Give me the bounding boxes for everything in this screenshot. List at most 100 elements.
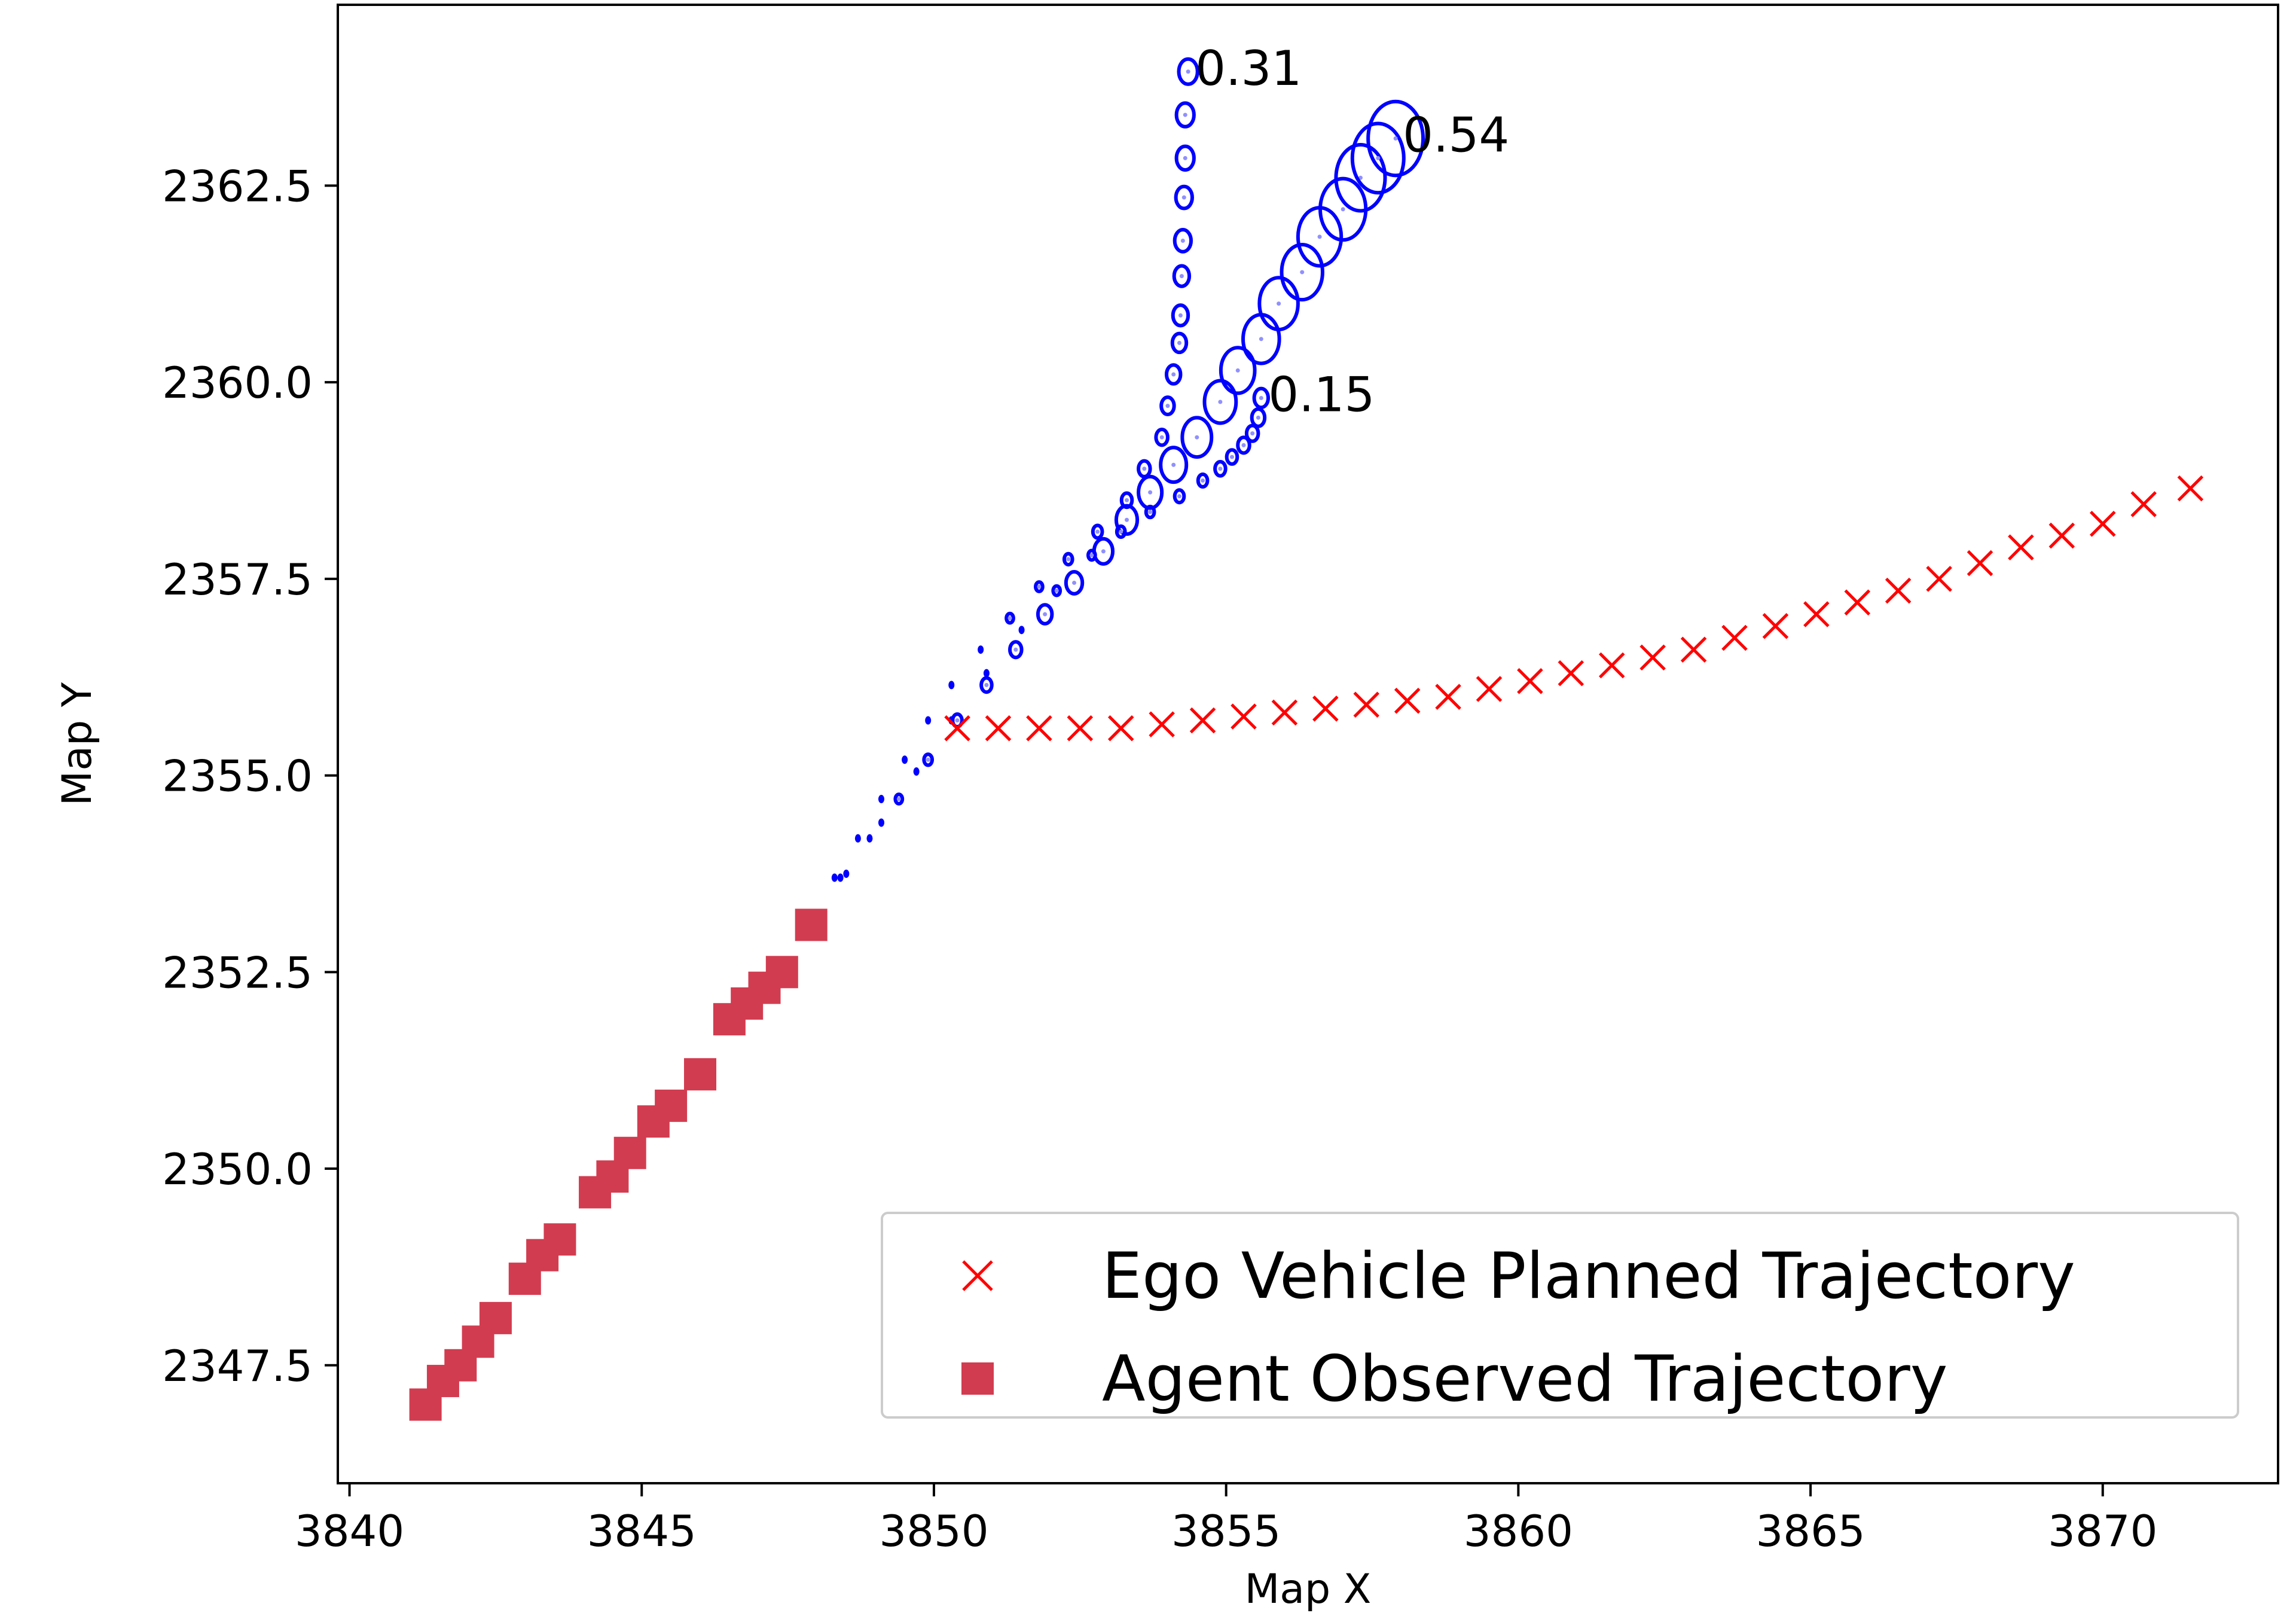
prediction-uncertainty-ellipse (1171, 303, 1190, 328)
prediction-point (878, 795, 884, 804)
prediction-uncertainty-ellipse (1225, 448, 1239, 466)
ego-planned-point (1394, 687, 1421, 714)
legend-marker-x-icon (962, 1260, 993, 1291)
prediction-uncertainty-ellipse (1236, 435, 1251, 455)
prediction-uncertainty-ellipse (1086, 548, 1097, 562)
prediction-uncertainty-ellipse (1180, 416, 1214, 459)
prediction-point (831, 873, 838, 882)
ego-planned-point (1517, 668, 1543, 694)
ego-planned-point (1067, 715, 1094, 742)
prediction-trajectory: 0.15 (808, 367, 1375, 925)
prediction-uncertainty-ellipse (1280, 243, 1324, 302)
prediction-layer: 0.31 0.54 0.15 (808, 41, 1509, 925)
prediction-uncertainty-ellipse (1172, 264, 1192, 288)
prediction-probability-label: 0.15 (1268, 367, 1375, 422)
prediction-point (1179, 274, 1184, 279)
prediction-point (1277, 301, 1281, 306)
prediction-point (1317, 234, 1322, 239)
x-tick-label: 3870 (2048, 1506, 2157, 1556)
prediction-point (1218, 400, 1223, 404)
ego-planned-point (2008, 534, 2034, 561)
prediction-uncertainty-ellipse (1177, 57, 1199, 86)
prediction-point (913, 767, 920, 776)
prediction-point (1125, 517, 1129, 522)
prediction-point (1201, 478, 1205, 483)
prediction-point (1250, 431, 1255, 436)
prediction-point (1125, 498, 1129, 502)
ego-planned-point (1680, 636, 1707, 663)
prediction-point (1341, 207, 1345, 212)
ego-planned-point (1026, 715, 1052, 742)
prediction-uncertainty-ellipse (1173, 228, 1193, 254)
x-tick-label: 3860 (1464, 1506, 1573, 1556)
prediction-uncertainty-ellipse (1252, 386, 1271, 410)
prediction-point (1177, 340, 1181, 345)
prediction-point (1072, 580, 1077, 585)
prediction-point (1241, 443, 1246, 447)
y-tick-label: 2352.5 (162, 947, 313, 998)
ego-planned-point (1353, 691, 1380, 718)
prediction-point (1013, 647, 1018, 652)
prediction-point (1376, 155, 1381, 160)
ego-planned-point (1271, 699, 1298, 726)
x-tick-label: 3850 (879, 1506, 988, 1556)
prediction-uncertainty-ellipse (1008, 640, 1024, 660)
x-tick-label: 3845 (587, 1506, 697, 1556)
prediction-uncertainty-ellipse (1115, 524, 1127, 539)
legend-marker-square-icon (961, 1362, 994, 1395)
axis-ticks: 3840 3845 3850 3855 3860 3865 3870 2347.5 2350.0… (162, 161, 2157, 1556)
prediction-probability-label: 0.54 (1403, 108, 1509, 163)
prediction-point (1119, 529, 1123, 534)
ego-planned-point (944, 715, 970, 742)
legend: Ego Vehicle Planned Trajectory Agent Obs… (881, 1212, 2239, 1419)
prediction-point (1259, 395, 1263, 400)
legend-box (881, 1212, 2239, 1419)
agent-observed-point (683, 1058, 716, 1091)
prediction-point (854, 834, 861, 843)
prediction-uncertainty-ellipse (1051, 584, 1062, 597)
ego-planned-point (1926, 566, 1952, 592)
ego-planned-point (1967, 550, 1993, 577)
ego-planned-point (1844, 589, 1871, 616)
prediction-point (1186, 69, 1190, 74)
prediction-uncertainty-ellipse (1173, 488, 1186, 505)
prediction-uncertainty-ellipse (1366, 99, 1425, 178)
prediction-uncertainty-ellipse (1350, 121, 1406, 195)
prediction-point (1171, 372, 1176, 377)
prediction-point (1148, 510, 1153, 514)
y-tick-label: 2362.5 (162, 161, 313, 211)
agent-observed-point (795, 908, 828, 941)
prediction-uncertainty-ellipse (1144, 504, 1156, 520)
prediction-uncertainty-ellipse (1091, 523, 1104, 540)
ego-planned-point (2090, 511, 2116, 537)
prediction-point (1183, 112, 1187, 117)
prediction-trajectory: 0.31 (808, 41, 1302, 925)
y-tick-label: 2357.5 (162, 554, 313, 605)
prediction-uncertainty-ellipse (1174, 184, 1194, 211)
prediction-point (837, 873, 844, 882)
prediction-point (896, 797, 901, 801)
prediction-point (1089, 553, 1094, 557)
prediction-uncertainty-ellipse (1244, 423, 1260, 443)
y-tick-label: 2350.0 (162, 1144, 313, 1194)
ego-planned-point (1803, 601, 1830, 627)
prediction-point (902, 755, 908, 764)
prediction-uncertainty-ellipse (1159, 446, 1189, 484)
ego-planned-point (1435, 684, 1461, 710)
prediction-point (1054, 589, 1059, 593)
prediction-uncertainty-ellipse (1154, 428, 1170, 447)
ego-planned-point (1149, 711, 1175, 737)
agent-observed-point (544, 1223, 576, 1256)
prediction-trajectory: 0.54 (808, 99, 1509, 925)
x-tick-label: 3840 (295, 1506, 404, 1556)
prediction-point (866, 834, 873, 843)
prediction-point (1256, 415, 1260, 420)
prediction-point (955, 718, 960, 723)
prediction-point (978, 645, 984, 654)
legend-label-agent: Agent Observed Trajectory (1102, 1342, 1948, 1416)
prediction-uncertainty-ellipse (1170, 331, 1189, 355)
prediction-point (1142, 466, 1147, 471)
legend-label-ego: Ego Vehicle Planned Trajectory (1102, 1239, 2075, 1313)
prediction-point (1229, 455, 1234, 459)
